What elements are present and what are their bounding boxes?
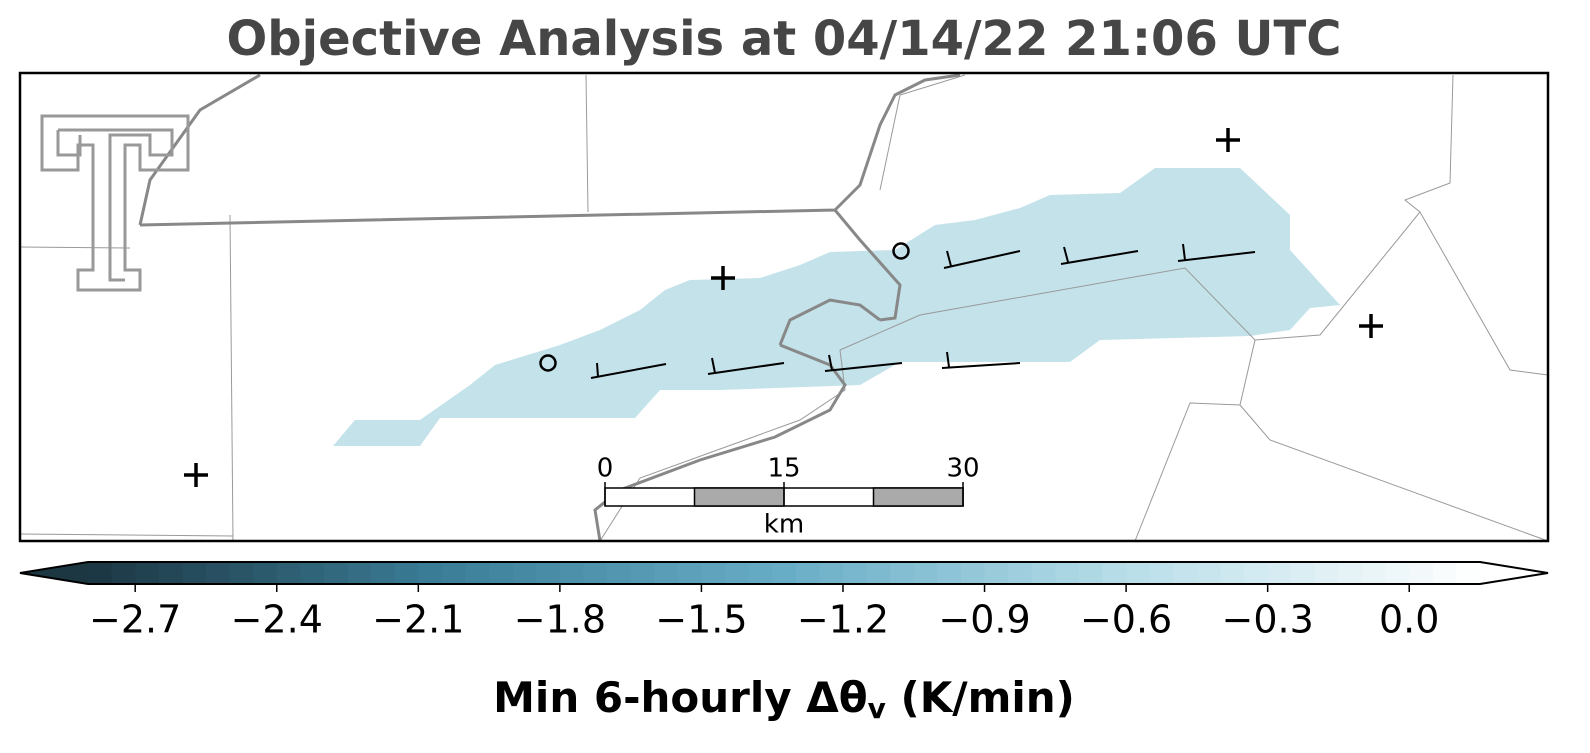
colorbar-level [371,562,396,584]
colorbar-tick-label: 0.0 [1379,598,1439,642]
colorbar-level [677,562,703,584]
colorbar-tick-label: −0.3 [1222,598,1314,642]
colorbar-level [937,562,962,584]
colorbar-level [795,562,820,584]
title: Objective Analysis at 04/14/22 21:06 UTC [227,11,1342,67]
colorbar-level [158,562,183,584]
colorbar-level [842,562,868,584]
colorbar-level [890,562,915,584]
colorbar-level [347,562,372,584]
colorbar-level [654,562,679,584]
colorbar-extend-high [1480,562,1548,584]
colorbar-label-suffix: (K/min) [886,673,1075,722]
colorbar-level [536,562,561,584]
colorbar-level [1362,562,1387,584]
colorbar: −2.7 −2.4 −2.1 −1.8 −1.5 −1.2 −0.9 −0.6 −0.3 0.0 [19,561,1549,642]
scale-bar-tick-label: 30 [946,454,979,484]
colorbar-tick-label: −0.6 [1080,598,1172,642]
colorbar-level [960,562,986,584]
scale-bar-tick-label: 15 [767,454,800,484]
colorbar-level [88,562,113,584]
circle-markers [539,242,910,372]
map-frame [18,71,1550,543]
colorbar-level [1432,562,1458,584]
colorbar-level [725,562,750,584]
colorbar-level [394,562,419,584]
colorbar-level [630,562,655,584]
colorbar-tick-label: −0.9 [938,598,1030,642]
colorbar-level [583,562,608,584]
colorbar-label-subscript: v [868,692,886,725]
colorbar-tick-label: −2.7 [89,598,181,642]
colorbar-level [1267,562,1292,584]
colorbar-outline [19,561,1549,585]
colorbar-level [1102,562,1127,584]
scale-bar: km 0 15 30 [597,454,980,540]
colorbar-level [866,562,891,584]
colorbar-level [323,562,349,584]
colorbar-level [1409,562,1434,584]
colorbar-level [1078,562,1104,584]
colorbar-level [300,562,325,584]
colorbar-tick-label: −1.2 [797,598,889,642]
colorbar-level [748,562,773,584]
colorbar-tick-label: −1.5 [655,598,747,642]
scale-bar-segment [693,487,785,507]
colorbar-level [205,562,231,584]
colorbar-tick-label: −2.1 [372,598,464,642]
colorbar-level [1314,562,1340,584]
colorbar-level [819,562,844,584]
colorbar-level [701,562,726,584]
colorbar-level [1008,562,1033,584]
colorbar-label: Min 6-hourly Δθv (K/min) [493,673,1075,726]
colorbar-extend-low [20,562,88,584]
colorbar-level [441,562,467,584]
colorbar-level [559,562,585,584]
colorbar-level [1385,562,1410,584]
colorbar-level [1173,562,1198,584]
logo [40,114,190,292]
colorbar-level [772,562,797,584]
colorbar-level [135,562,160,584]
colorbar-level [1196,562,1222,584]
colorbar-level [1149,562,1174,584]
colorbar-level [111,562,136,584]
colorbar-level [1338,562,1363,584]
scale-bar-unit: km [764,510,804,540]
colorbar-level [465,562,490,584]
colorbar-level [253,562,278,584]
colorbar-tick-label: −2.4 [231,598,323,642]
colorbar-level [1220,562,1245,584]
colorbar-level [1055,562,1080,584]
colorbar-level [182,562,207,584]
colorbar-level [1291,562,1316,584]
county-lines [19,74,1549,542]
plus-markers [184,128,1383,487]
colorbar-level [276,562,301,584]
colorbar-level [229,562,254,584]
colorbar-level [984,562,1009,584]
shaded-region [333,168,1340,446]
colorbar-level [418,562,443,584]
colorbar-level [1031,562,1056,584]
highways [138,73,961,542]
wind-barbs [590,243,1256,379]
colorbar-level [1244,562,1269,584]
colorbar-level [913,562,938,584]
colorbar-level [512,562,537,584]
map: km 0 15 30 [18,71,1550,543]
scale-bar-segment [872,487,964,507]
scale-bar-tick-label: 0 [597,454,614,484]
colorbar-level [607,562,632,584]
colorbar-level [1126,562,1151,584]
colorbar-tick-label: −1.8 [514,598,606,642]
colorbar-level [1456,562,1481,584]
colorbar-level [489,562,514,584]
colorbar-label-main: Min 6-hourly Δθ [493,673,868,722]
